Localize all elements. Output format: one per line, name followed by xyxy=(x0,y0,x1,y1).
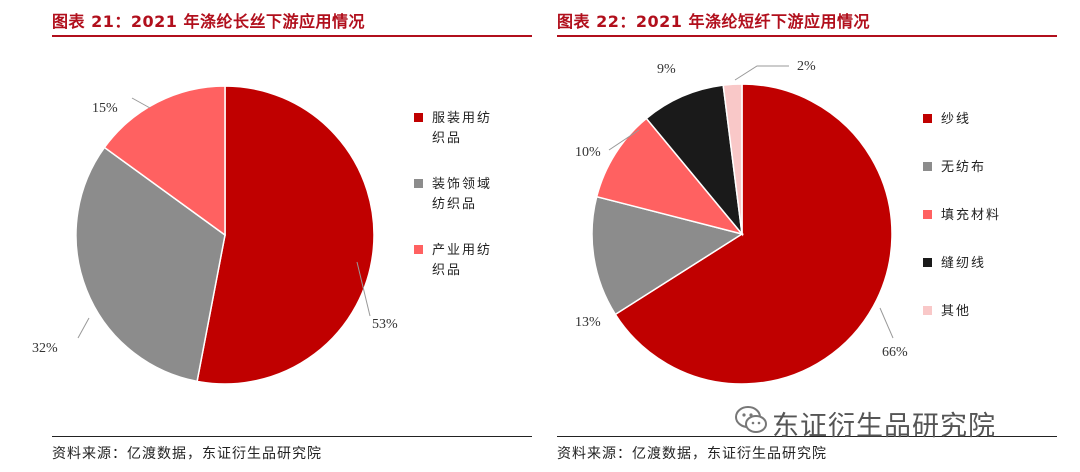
legend-label-5: 其他 xyxy=(941,304,971,319)
title-rule-right xyxy=(557,35,1057,37)
pie-slice-4 xyxy=(645,84,744,237)
source-rule-left xyxy=(52,436,532,437)
slice-label-2: 13% xyxy=(575,315,601,330)
chart-title-right: 图表 22：2021 年涤纶短纤下游应用情况 xyxy=(557,12,870,31)
chart-title-left: 图表 21：2021 年涤纶长丝下游应用情况 xyxy=(52,12,365,31)
slice-label-1: 53% xyxy=(372,317,398,332)
legend-label-3-line-2: 织品 xyxy=(432,263,462,278)
slice-label-2: 32% xyxy=(32,341,58,356)
chart-panel-left: 图表 21：2021 年涤纶长丝下游应用情况 53% 服装用纺织品 32% 装饰领域纺… xyxy=(32,0,532,472)
title-rule-left xyxy=(52,35,532,37)
wechat-icon xyxy=(735,406,767,433)
leader-line-2 xyxy=(77,317,90,339)
legend-label-1: 纱线 xyxy=(941,112,971,127)
pie-slice-2 xyxy=(591,195,744,316)
pie-slice-3 xyxy=(103,85,226,237)
legend-label-2: 装饰领域 xyxy=(432,177,492,192)
leader-line-1 xyxy=(356,261,371,317)
legend-label-1: 服装用纺 xyxy=(432,111,492,126)
legend-swatch-1 xyxy=(923,114,932,123)
pie-slice-1 xyxy=(614,83,893,385)
watermark-text: 东证衍生品研究院 xyxy=(772,411,996,442)
leader-line-1 xyxy=(879,307,894,339)
legend-label-4: 缝纫线 xyxy=(941,256,986,271)
legend-swatch-2 xyxy=(923,162,932,171)
pie-slice-2 xyxy=(75,146,226,383)
source-note-right: 资料来源：亿渡数据，东证衍生品研究院 xyxy=(557,446,827,462)
pie-slice-1 xyxy=(196,85,375,385)
legend-swatch-1 xyxy=(414,113,423,122)
legend-label-2: 无纺布 xyxy=(941,160,986,175)
legend-label-1-line-2: 织品 xyxy=(432,131,462,146)
slice-label-3: 10% xyxy=(575,145,601,160)
legend-swatch-3 xyxy=(414,245,423,254)
pie-slice-3 xyxy=(595,117,745,236)
leader-line-5 xyxy=(734,65,789,81)
leader-line-3 xyxy=(608,129,640,151)
legend-label-3: 产业用纺 xyxy=(432,243,492,258)
slice-label-4: 9% xyxy=(657,62,676,77)
legend-swatch-2 xyxy=(414,179,423,188)
legend-swatch-4 xyxy=(923,258,932,267)
legend-swatch-5 xyxy=(923,306,932,315)
slice-label-3: 15% xyxy=(92,101,118,116)
leader-line-3 xyxy=(131,97,151,109)
slice-label-1: 66% xyxy=(882,345,908,360)
slice-label-5: 2% xyxy=(797,59,816,74)
legend-label-2-line-2: 纺织品 xyxy=(432,197,477,212)
legend-swatch-3 xyxy=(923,210,932,219)
source-rule-right xyxy=(557,436,1057,437)
legend-label-3: 填充材料 xyxy=(941,207,1001,223)
chart-panel-right: 图表 22：2021 年涤纶短纤下游应用情况 66% 纱线 13% 无纺布 10% 填充材… xyxy=(557,0,1057,472)
pie-chart-right: 66% 纱线 13% 无纺布 10% 填充材料 9% 缝纫线 2% 其他 xyxy=(575,59,1001,385)
source-note-left: 资料来源：亿渡数据，东证衍生品研究院 xyxy=(52,446,322,462)
pie-slice-5 xyxy=(722,83,743,235)
